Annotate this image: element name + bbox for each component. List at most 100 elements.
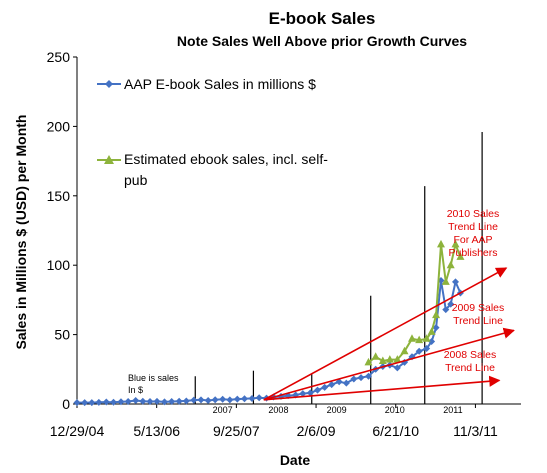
data-point xyxy=(385,355,394,363)
data-point xyxy=(248,394,256,402)
y-tick-label: 50 xyxy=(54,327,70,343)
year-label: 2010 xyxy=(385,405,405,415)
y-tick-label: 200 xyxy=(47,118,71,134)
y-tick-label: 150 xyxy=(47,188,71,204)
data-point xyxy=(393,355,402,363)
data-point xyxy=(146,398,154,406)
data-point xyxy=(393,364,401,372)
data-point xyxy=(226,396,234,404)
data-point xyxy=(73,399,81,407)
data-point xyxy=(456,252,465,260)
year-label: 2008 xyxy=(268,405,288,415)
year-label: 2009 xyxy=(327,405,347,415)
trend-line-arrow xyxy=(263,327,515,401)
data-point xyxy=(190,396,198,404)
legend-marker-aap xyxy=(105,80,113,88)
data-point xyxy=(139,397,147,405)
x-tick-labels: 12/29/04 5/13/06 9/25/07 2/6/09 6/21/10 11/3/… xyxy=(50,404,498,439)
data-point xyxy=(124,398,132,406)
data-point xyxy=(81,399,89,407)
data-point xyxy=(422,334,431,342)
data-point xyxy=(400,346,409,355)
x-tick-label: 11/3/11 xyxy=(453,423,498,439)
y-tick-label: 250 xyxy=(47,49,71,65)
trend-line-label: 2010 Sales xyxy=(447,208,500,220)
chart-subtitle: Note Sales Well Above prior Growth Curve… xyxy=(177,33,467,49)
x-tick-label: 6/21/10 xyxy=(372,423,419,439)
trend-line-label: Publishers xyxy=(448,247,497,259)
data-point xyxy=(432,310,441,319)
data-point xyxy=(427,327,436,335)
y-tick-label: 100 xyxy=(47,257,71,273)
data-point xyxy=(364,372,372,380)
data-point xyxy=(442,306,450,314)
data-point xyxy=(342,379,350,387)
data-point xyxy=(441,277,450,285)
annotation-line-2: In $ xyxy=(128,385,143,395)
trend-line-arrow xyxy=(263,375,501,401)
legend-marker-estimated xyxy=(104,155,114,164)
x-tick-label: 5/13/06 xyxy=(133,423,180,439)
data-point xyxy=(350,375,358,383)
data-point xyxy=(451,239,460,248)
x-tick-label: 2/6/09 xyxy=(297,423,336,439)
data-point xyxy=(446,260,455,269)
year-dividers xyxy=(194,131,483,404)
data-point xyxy=(219,395,227,403)
trend-line-label: Trend Line xyxy=(448,221,498,233)
trend-line-label: Trend Line xyxy=(453,315,503,327)
x-tick-label: 9/25/07 xyxy=(213,423,260,439)
data-point xyxy=(204,397,212,405)
legend: AAP E-book Sales in millions $ Estimated… xyxy=(97,76,328,188)
data-point xyxy=(102,398,110,406)
legend-label-part: pub xyxy=(124,172,148,188)
data-point xyxy=(364,357,373,366)
data-point xyxy=(415,335,424,344)
trend-line-label: Trend Line xyxy=(445,362,495,374)
data-point xyxy=(132,397,140,405)
data-point xyxy=(175,397,183,405)
data-point xyxy=(423,344,431,352)
data-point xyxy=(432,324,440,332)
y-tick-labels: 0 50 100 150 200 250 xyxy=(47,49,77,412)
data-point xyxy=(211,396,219,404)
data-point xyxy=(117,398,125,406)
data-point xyxy=(436,239,445,248)
data-point xyxy=(153,397,161,405)
data-point xyxy=(451,278,459,286)
y-tick-label: 0 xyxy=(62,396,70,412)
trend-line-label: 2008 Sales xyxy=(444,349,497,361)
data-point xyxy=(240,395,248,403)
data-point xyxy=(88,399,96,407)
data-point xyxy=(328,381,336,389)
data-point xyxy=(415,347,423,355)
series-line xyxy=(367,241,462,364)
y-axis-label: Sales in Millions $ (USD) per Month xyxy=(13,115,29,350)
legend-label-aap: AAP E-book Sales in millions $ xyxy=(124,76,316,92)
x-tick-label: 12/29/04 xyxy=(50,423,105,439)
axes xyxy=(76,57,521,405)
year-label: 2007 xyxy=(213,405,233,415)
legend-label-part: Estimated ebook sales, incl. self- xyxy=(124,151,328,167)
data-point xyxy=(109,398,117,406)
data-point xyxy=(378,356,387,364)
data-point xyxy=(197,396,205,404)
data-point xyxy=(313,386,321,394)
annotation-line-1: Blue is sales xyxy=(128,373,179,383)
data-point xyxy=(371,352,380,360)
annotation-blue-is-sales: Blue is sales In $ xyxy=(128,373,179,395)
data-point xyxy=(168,398,176,406)
year-label: 2011 xyxy=(443,405,462,415)
legend-label-estimated: Estimated ebook sales, incl. self-pub xyxy=(124,151,328,188)
data-point xyxy=(299,390,307,398)
x-axis-label: Date xyxy=(280,452,311,468)
trend-line-label: For AAP xyxy=(453,234,492,246)
data-point xyxy=(407,334,416,342)
series-1 xyxy=(364,239,465,366)
data-point xyxy=(255,394,263,402)
data-point xyxy=(428,338,436,346)
data-point xyxy=(233,395,241,403)
data-point xyxy=(182,397,190,405)
data-point xyxy=(306,389,314,397)
